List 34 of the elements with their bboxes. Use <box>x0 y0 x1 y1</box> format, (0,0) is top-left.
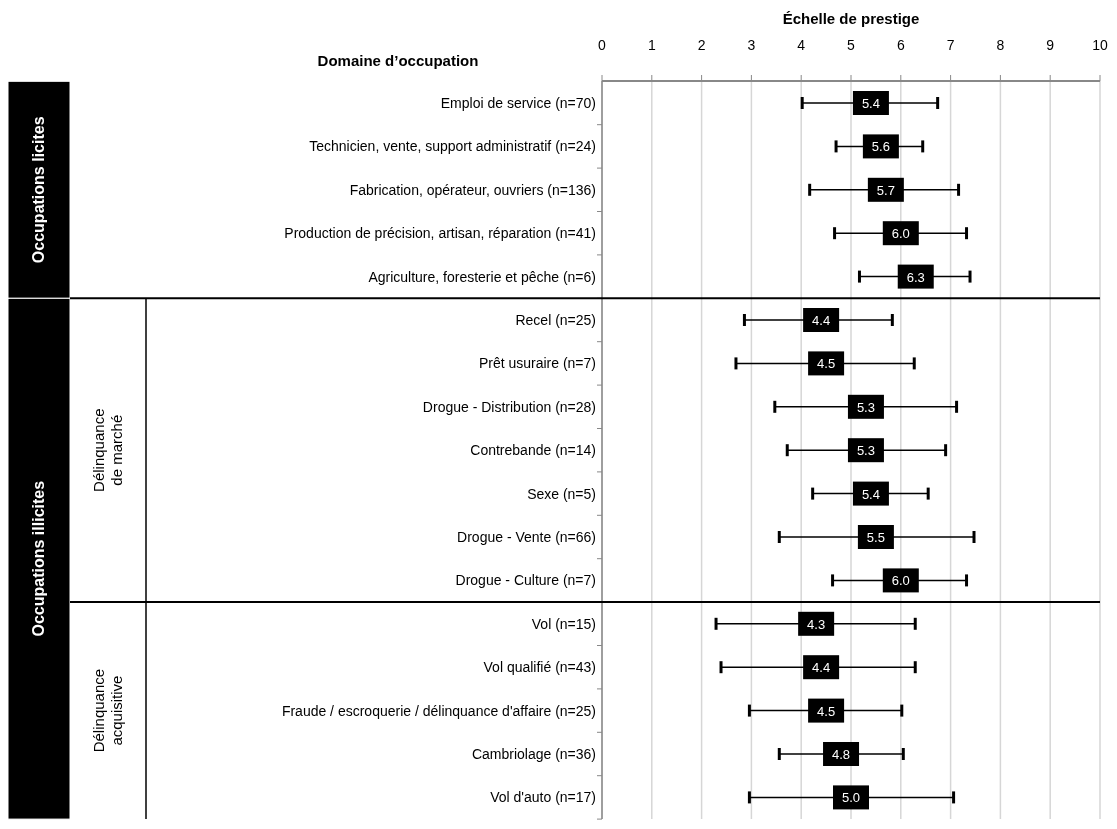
y-tick-label: Drogue - Vente (n=66) <box>457 529 596 545</box>
y-tick-label: Vol (n=15) <box>531 615 596 632</box>
y-tick-label: Production de précision, artisan, réparation (n=41) <box>284 225 596 242</box>
text: Occupations illicites <box>30 480 47 637</box>
y-tick-label: Vol qualifié (n=43) <box>483 659 596 676</box>
y-tick-label: Cambriolage (n=36) <box>471 746 596 762</box>
y-tick-label: Fraude / escroquerie / délinquance d'affaire (n=25) <box>281 702 596 719</box>
y-tick-label: Drogue - Culture (n=7) <box>455 572 596 589</box>
x-tick-label: 5 <box>847 37 856 53</box>
y-tick-label: Drogue - Distribution (n=28) <box>422 398 596 415</box>
y-tick-label: Contrebande (n=14) <box>470 442 596 459</box>
x-tick-label: 8 <box>996 37 1005 53</box>
x-tick-label: 10 <box>1092 37 1108 53</box>
y-axis-title: Domaine d’occupation <box>317 52 479 69</box>
x-tick-label: 4 <box>797 37 806 53</box>
y-tick-label: Agriculture, foresterie et pêche (n=6) <box>368 268 596 285</box>
x-axis-title: Échelle de prestige <box>782 10 920 27</box>
y-tick-label: Prêt usuraire (n=7) <box>478 355 596 372</box>
x-tick-label: 1 <box>647 37 656 53</box>
y-tick-label: Emploi de service (n=70) <box>440 95 596 111</box>
x-tick-label: 2 <box>697 37 706 53</box>
y-tick-label: Fabrication, opérateur, ouvriers (n=136) <box>349 181 596 198</box>
x-tick-label: 3 <box>747 37 756 53</box>
x-tick-label: 0 <box>598 37 607 53</box>
y-tick-label: Recel (n=25) <box>515 312 596 328</box>
x-tick-label: 7 <box>946 37 955 53</box>
y-tick-label: Technicien, vente, support administratif (n=24) <box>309 138 596 155</box>
x-tick-label: 9 <box>1046 37 1055 53</box>
x-tick-label: 6 <box>896 37 905 53</box>
text: Délinquance de marché <box>90 408 125 492</box>
text: Occupations licites <box>30 116 47 264</box>
text: Délinquance acquisitive <box>90 668 125 753</box>
y-tick-label: Sexe (n=5) <box>527 485 596 502</box>
y-tick-label: Vol d'auto (n=17) <box>490 789 596 806</box>
